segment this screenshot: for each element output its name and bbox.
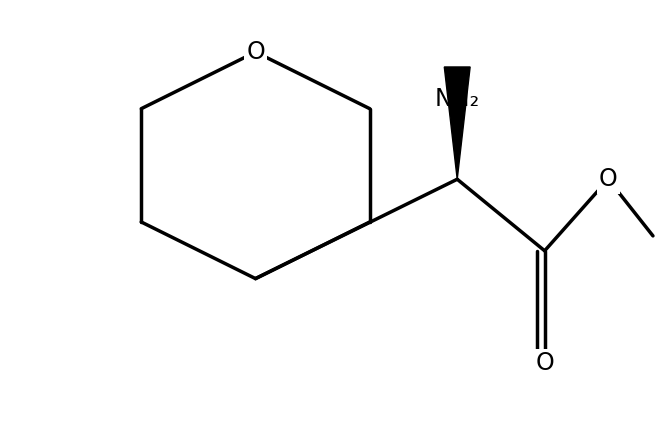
Text: O: O [599,167,618,191]
Polygon shape [444,67,470,179]
Text: NH₂: NH₂ [435,87,480,111]
Text: O: O [246,40,265,64]
Text: O: O [535,351,554,375]
